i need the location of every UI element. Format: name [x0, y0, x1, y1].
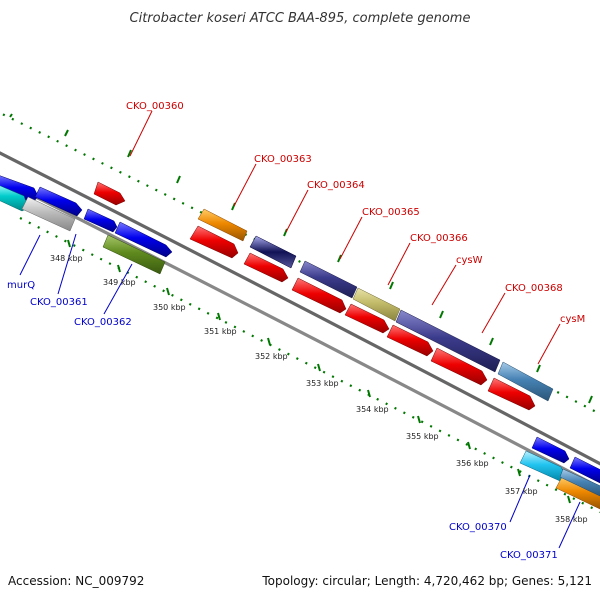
label-cysW[interactable]: cysW	[456, 255, 483, 266]
gene-cysW[interactable]	[395, 309, 501, 373]
gene-red-r7[interactable]	[487, 377, 536, 411]
tick-label-355: 355 kbp	[406, 432, 439, 441]
gene-right-blue-1[interactable]	[531, 436, 570, 464]
reverse-strand-genes	[0, 185, 600, 510]
gene-red-r6[interactable]	[430, 347, 488, 386]
label-cko00360[interactable]: CKO_00360	[126, 101, 184, 112]
label-cko00371[interactable]: CKO_00371	[500, 550, 558, 561]
label-cko00362[interactable]: CKO_00362	[74, 317, 132, 328]
accession-text: Accession: NC_009792	[8, 574, 144, 588]
gene-cko00366[interactable]	[352, 287, 401, 322]
map-title: Citrobacter koseri ATCC BAA-895, complet…	[130, 11, 471, 26]
gene-cko00363[interactable]	[197, 208, 248, 242]
forward-gene-labels: CKO_00360 CKO_00363 CKO_00364 CKO_00365 …	[126, 101, 585, 325]
tick-label-354: 354 kbp	[356, 405, 389, 414]
gene-left-blue-1[interactable]	[0, 175, 39, 204]
gene-cko00361[interactable]	[21, 196, 76, 232]
tick-label-353: 353 kbp	[306, 379, 339, 388]
label-cysM[interactable]: cysM	[560, 314, 585, 325]
gene-red-r3[interactable]	[291, 277, 347, 314]
tick-label-356: 356 kbp	[456, 459, 489, 468]
gene-red-r1[interactable]	[189, 225, 239, 259]
inner-tick-track	[19, 217, 600, 514]
label-cko00365[interactable]: CKO_00365	[362, 207, 420, 218]
gene-cko00362[interactable]	[102, 234, 166, 275]
tick-label-348: 348 kbp	[50, 254, 83, 263]
tick-label-349: 349 kbp	[103, 278, 136, 287]
label-cko00363[interactable]: CKO_00363	[254, 154, 312, 165]
forward-strand-genes	[0, 175, 600, 484]
outer-tick-track	[0, 111, 600, 416]
tick-label-358: 358 kbp	[555, 515, 588, 524]
tick-label-351: 351 kbp	[204, 327, 237, 336]
gene-left-blue-2[interactable]	[34, 186, 83, 217]
tick-label-357: 357 kbp	[505, 487, 538, 496]
callout-lines	[19, 110, 581, 549]
label-murQ[interactable]: murQ	[7, 280, 35, 291]
label-cko00361[interactable]: CKO_00361	[30, 297, 88, 308]
gene-left-blue-4[interactable]	[114, 221, 173, 258]
label-cko00364[interactable]: CKO_00364	[307, 180, 365, 191]
label-cko00366[interactable]: CKO_00366	[410, 233, 468, 244]
label-cko00368[interactable]: CKO_00368	[505, 283, 563, 294]
label-cko00370[interactable]: CKO_00370	[449, 522, 507, 533]
gene-red-r4[interactable]	[344, 303, 390, 334]
gene-right-blue-2[interactable]	[569, 456, 600, 484]
genome-summary-text: Topology: circular; Length: 4,720,462 bp…	[261, 574, 592, 588]
tick-label-350: 350 kbp	[153, 303, 186, 312]
genome-backbone	[0, 151, 600, 490]
gene-red-r5[interactable]	[386, 324, 434, 357]
reverse-gene-labels: murQ CKO_00361 CKO_00362 CKO_00370 CKO_0…	[7, 280, 558, 561]
gene-cko00365[interactable]	[299, 260, 358, 299]
gene-cko00360[interactable]	[93, 181, 126, 206]
tick-labels: 348 kbp 349 kbp 350 kbp 351 kbp 352 kbp …	[50, 254, 588, 524]
gene-cysM[interactable]	[497, 361, 554, 402]
gene-left-blue-3[interactable]	[83, 208, 118, 233]
gene-steel-r[interactable]	[559, 468, 600, 497]
gene-red-r2[interactable]	[243, 252, 289, 283]
tick-label-352: 352 kbp	[255, 352, 288, 361]
gene-cko00364[interactable]	[249, 235, 297, 269]
